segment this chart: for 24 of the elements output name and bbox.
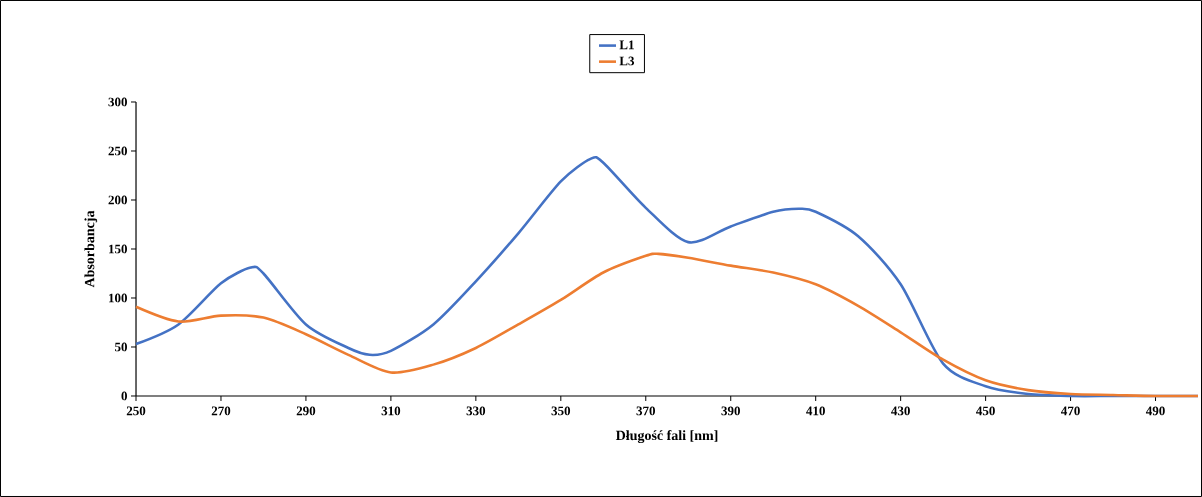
x-tick-label: 290 bbox=[296, 406, 316, 416]
x-tick-label: 470 bbox=[1060, 406, 1080, 416]
x-tick-label: 250 bbox=[126, 406, 146, 416]
y-tick-label: 250 bbox=[108, 146, 127, 156]
x-tick-label: 330 bbox=[466, 406, 486, 416]
x-tick-label: 350 bbox=[551, 406, 571, 416]
legend-label: L1 bbox=[619, 40, 634, 50]
x-tick-label: 390 bbox=[721, 406, 740, 416]
y-tick-label: 300 bbox=[108, 97, 127, 107]
x-tick-label: 410 bbox=[806, 406, 825, 416]
y-tick-label: 150 bbox=[109, 244, 127, 254]
x-tick-label: 450 bbox=[976, 406, 995, 416]
x-tick-label: 490 bbox=[1145, 406, 1165, 416]
x-tick-label: 310 bbox=[381, 406, 401, 416]
y-tick-label: 0 bbox=[121, 391, 127, 401]
y-tick-label: 50 bbox=[115, 342, 127, 352]
legend-label: L3 bbox=[619, 56, 635, 66]
y-tick-label: 200 bbox=[108, 195, 127, 205]
x-tick-label: 430 bbox=[891, 406, 910, 416]
x-tick-label: 270 bbox=[211, 406, 231, 416]
y-tick-label: 100 bbox=[109, 293, 127, 303]
y-axis-title: Absorbancja bbox=[84, 210, 98, 288]
x-tick-label: 370 bbox=[636, 406, 656, 416]
x-axis-title: Długość fali [nm] bbox=[615, 430, 718, 444]
